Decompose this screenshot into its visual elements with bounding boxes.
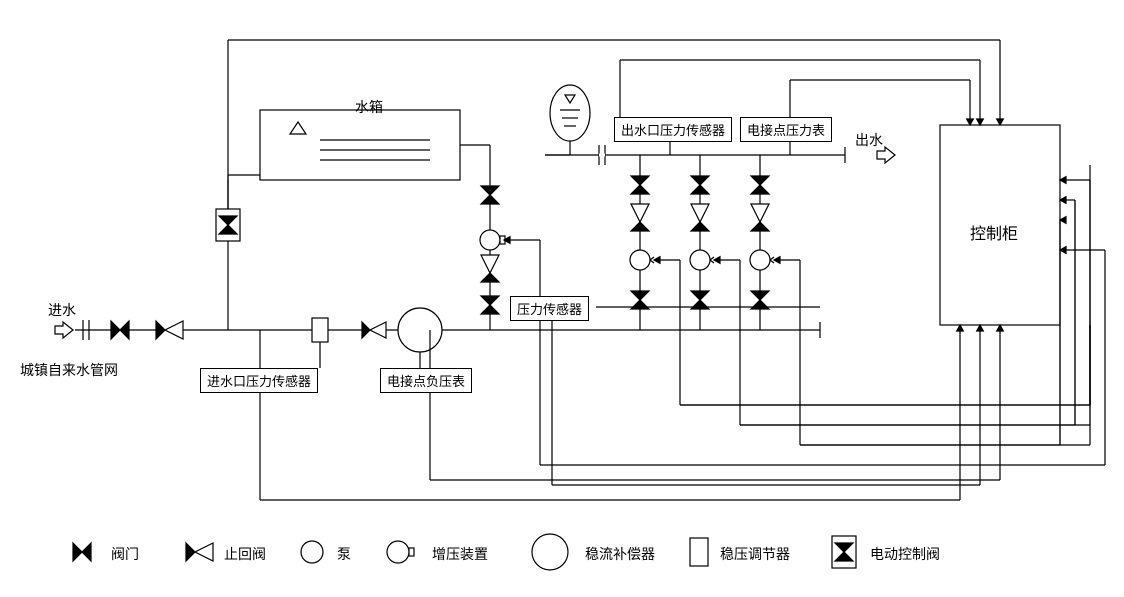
legend-flow-stabilizer-label: 稳流补偿器 xyxy=(585,544,655,564)
legend-pressure-regulator-label: 稳压调节器 xyxy=(720,544,790,564)
outlet-pressure-sensor-box: 出水口压力传感器 xyxy=(614,117,732,142)
outlet-water-label: 出水 xyxy=(855,130,883,150)
municipal-network-label: 城镇自来水管网 xyxy=(20,360,118,380)
legend-booster-label: 增压装置 xyxy=(432,544,488,564)
legend-pump-label: 泵 xyxy=(337,544,351,564)
legend-valve-label: 阀门 xyxy=(111,544,139,564)
inlet-pressure-sensor-box: 进水口压力传感器 xyxy=(200,368,318,393)
legend-electric-valve-label: 电动控制阀 xyxy=(870,544,940,564)
legend-check-valve-label: 止回阀 xyxy=(224,544,266,564)
contact-pressure-gauge-box: 电接点压力表 xyxy=(740,117,832,142)
contact-neg-pressure-gauge-box: 电接点负压表 xyxy=(380,368,472,393)
inlet-water-label: 进水 xyxy=(48,300,76,320)
water-tank-label: 水箱 xyxy=(355,97,383,117)
pressure-sensor-box: 压力传感器 xyxy=(510,296,589,321)
control-cabinet-label: 控制柜 xyxy=(970,220,1018,244)
